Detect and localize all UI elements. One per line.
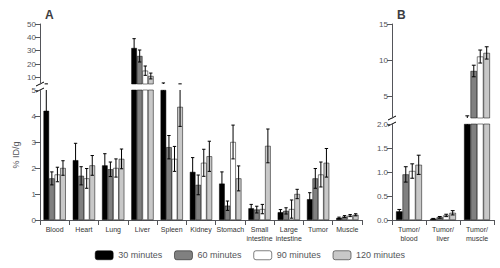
svg-text:3: 3: [32, 138, 37, 147]
svg-text:10: 10: [379, 56, 388, 65]
svg-text:Stomach: Stomach: [216, 226, 244, 233]
svg-text:Tumor/: Tumor/: [398, 226, 420, 233]
svg-text:60 minutes: 60 minutes: [197, 250, 242, 260]
svg-text:liver: liver: [437, 235, 451, 242]
svg-text:Lung: Lung: [105, 226, 121, 234]
svg-text:2.0: 2.0: [377, 120, 389, 129]
svg-text:Blood: Blood: [46, 226, 64, 233]
svg-text:Liver: Liver: [135, 226, 151, 233]
svg-text:Spleen: Spleen: [161, 226, 183, 234]
svg-text:1.5: 1.5: [377, 144, 389, 153]
svg-text:Tumor: Tumor: [308, 226, 329, 233]
svg-text:1.0: 1.0: [377, 168, 389, 177]
svg-text:4: 4: [32, 112, 37, 121]
svg-text:muscle: muscle: [466, 235, 488, 242]
svg-text:15: 15: [379, 20, 388, 29]
svg-text:Muscle: Muscle: [336, 226, 358, 233]
svg-text:5: 5: [384, 92, 389, 101]
svg-text:0: 0: [32, 216, 37, 225]
svg-text:Heart: Heart: [75, 226, 92, 233]
svg-text:Large: Large: [280, 226, 298, 234]
svg-text:% ID/g: % ID/g: [11, 141, 21, 168]
svg-text:intestine: intestine: [276, 235, 302, 242]
svg-text:50: 50: [27, 20, 36, 29]
svg-text:blood: blood: [400, 235, 417, 242]
svg-text:A: A: [45, 8, 54, 22]
svg-text:20: 20: [27, 60, 36, 69]
svg-text:5: 5: [32, 86, 37, 95]
svg-text:Kidney: Kidney: [190, 226, 212, 234]
svg-text:30 minutes: 30 minutes: [118, 250, 163, 260]
svg-text:1: 1: [32, 190, 37, 199]
svg-text:0.0: 0.0: [377, 216, 389, 225]
svg-text:Tumor/: Tumor/: [432, 226, 454, 233]
svg-text:Small: Small: [251, 226, 269, 233]
svg-text:Tumor/: Tumor/: [466, 226, 488, 233]
svg-text:120 minutes: 120 minutes: [356, 250, 406, 260]
svg-text:10: 10: [27, 73, 36, 82]
svg-text:B: B: [397, 8, 406, 22]
svg-text:90 minutes: 90 minutes: [277, 250, 322, 260]
svg-text:30: 30: [27, 46, 36, 55]
svg-text:40: 40: [27, 33, 36, 42]
svg-text:intestine: intestine: [247, 235, 273, 242]
svg-text:2: 2: [32, 164, 37, 173]
svg-text:0.5: 0.5: [377, 192, 389, 201]
